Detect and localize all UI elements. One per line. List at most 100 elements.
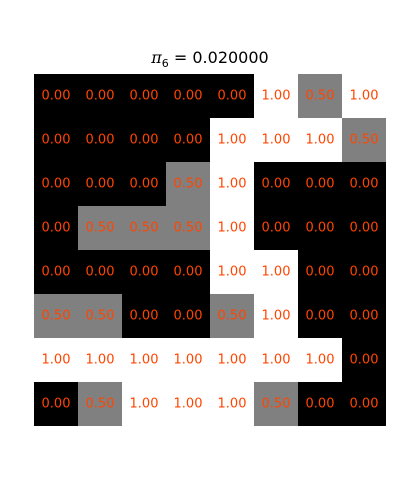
- cell-value-label: 0.50: [174, 177, 203, 192]
- cell-value-label: 1.00: [42, 353, 71, 368]
- heatmap-cell: [254, 382, 298, 426]
- cell-value-label: 0.00: [86, 133, 115, 148]
- cell-value-label: 0.00: [350, 353, 379, 368]
- heatmap-cell: [298, 250, 342, 294]
- heatmap-cell: [254, 118, 298, 162]
- cell-value-label: 0.00: [306, 309, 335, 324]
- chart-title: π6 = 0.020000: [0, 48, 400, 70]
- heatmap-labels: 0.00 0.00 0.00 0.00 0.00 1.00 0.50 1.00 0.00 0.00…: [42, 89, 379, 412]
- heatmap-cell: [122, 250, 166, 294]
- cell-value-label: 0.00: [350, 309, 379, 324]
- cell-value-label: 1.00: [218, 353, 247, 368]
- cell-value-label: 0.50: [262, 397, 291, 412]
- cell-value-label: 0.00: [42, 133, 71, 148]
- heatmap-cell: [78, 338, 122, 382]
- cell-value-label: 0.00: [174, 89, 203, 104]
- cell-value-label: 0.00: [42, 177, 71, 192]
- cell-value-label: 0.50: [218, 309, 247, 324]
- title-value: = 0.020000: [168, 48, 269, 67]
- heatmap-cell: [122, 162, 166, 206]
- heatmap-cell: [166, 118, 210, 162]
- heatmap-cell: [298, 74, 342, 118]
- heatmap-cell: [254, 162, 298, 206]
- cell-value-label: 0.00: [174, 133, 203, 148]
- heatmap-cell: [78, 118, 122, 162]
- heatmap-cell: [254, 338, 298, 382]
- cell-value-label: 1.00: [350, 89, 379, 104]
- heatmap-cell: [342, 338, 386, 382]
- cell-value-label: 0.00: [306, 265, 335, 280]
- heatmap-cell: [210, 382, 254, 426]
- cell-value-label: 0.50: [86, 309, 115, 324]
- heatmap-cell: [166, 382, 210, 426]
- heatmap-cell: [34, 338, 78, 382]
- cell-value-label: 0.00: [350, 397, 379, 412]
- heatmap-cell: [122, 206, 166, 250]
- heatmap-cells: [34, 74, 386, 426]
- heatmap-cell: [78, 294, 122, 338]
- cell-value-label: 0.00: [306, 397, 335, 412]
- heatmap-cell: [34, 162, 78, 206]
- cell-value-label: 0.00: [130, 309, 159, 324]
- cell-value-label: 0.00: [350, 265, 379, 280]
- heatmap-cell: [210, 206, 254, 250]
- cell-value-label: 0.00: [86, 177, 115, 192]
- cell-value-label: 0.00: [42, 265, 71, 280]
- heatmap-cell: [210, 294, 254, 338]
- cell-value-label: 0.00: [86, 265, 115, 280]
- heatmap-cell: [298, 118, 342, 162]
- heatmap-cell: [342, 206, 386, 250]
- cell-value-label: 0.50: [350, 133, 379, 148]
- cell-value-label: 0.00: [262, 221, 291, 236]
- heatmap-cell: [122, 338, 166, 382]
- heatmap-cell: [78, 382, 122, 426]
- cell-value-label: 0.00: [218, 89, 247, 104]
- heatmap-cell: [298, 206, 342, 250]
- heatmap-cell: [210, 338, 254, 382]
- cell-value-label: 1.00: [218, 221, 247, 236]
- cell-value-label: 1.00: [130, 397, 159, 412]
- heatmap-cell: [254, 294, 298, 338]
- heatmap-cell: [342, 162, 386, 206]
- cell-value-label: 1.00: [262, 353, 291, 368]
- cell-value-label: 0.00: [262, 177, 291, 192]
- cell-value-label: 0.00: [86, 89, 115, 104]
- heatmap-cell: [298, 382, 342, 426]
- heatmap-cell: [210, 118, 254, 162]
- heatmap-cell: [166, 294, 210, 338]
- cell-value-label: 0.50: [306, 89, 335, 104]
- heatmap-cell: [78, 250, 122, 294]
- cell-value-label: 1.00: [218, 265, 247, 280]
- heatmap-cell: [34, 250, 78, 294]
- heatmap-cell: [122, 118, 166, 162]
- cell-value-label: 1.00: [218, 177, 247, 192]
- heatmap-cell: [34, 118, 78, 162]
- heatmap-cell: [122, 74, 166, 118]
- heatmap-cell: [78, 74, 122, 118]
- heatmap-cell: [78, 206, 122, 250]
- heatmap-cell: [254, 74, 298, 118]
- heatmap-cell: [342, 294, 386, 338]
- cell-value-label: 0.00: [174, 265, 203, 280]
- cell-value-label: 1.00: [174, 397, 203, 412]
- cell-value-label: 0.00: [130, 89, 159, 104]
- heatmap-cell: [166, 206, 210, 250]
- title-symbol: π: [151, 48, 162, 67]
- heatmap-cell: [342, 250, 386, 294]
- heatmap-cell: [210, 162, 254, 206]
- heatmap-cell: [34, 382, 78, 426]
- heatmap-cell: [166, 250, 210, 294]
- heatmap-cell: [254, 250, 298, 294]
- cell-value-label: 0.00: [350, 221, 379, 236]
- cell-value-label: 1.00: [218, 397, 247, 412]
- cell-value-label: 1.00: [130, 353, 159, 368]
- heatmap-cell: [122, 382, 166, 426]
- cell-value-label: 1.00: [306, 133, 335, 148]
- cell-value-label: 0.50: [86, 397, 115, 412]
- cell-value-label: 0.00: [130, 265, 159, 280]
- cell-value-label: 1.00: [262, 309, 291, 324]
- cell-value-label: 0.50: [130, 221, 159, 236]
- heatmap-cell: [210, 250, 254, 294]
- heatmap-cell: [166, 162, 210, 206]
